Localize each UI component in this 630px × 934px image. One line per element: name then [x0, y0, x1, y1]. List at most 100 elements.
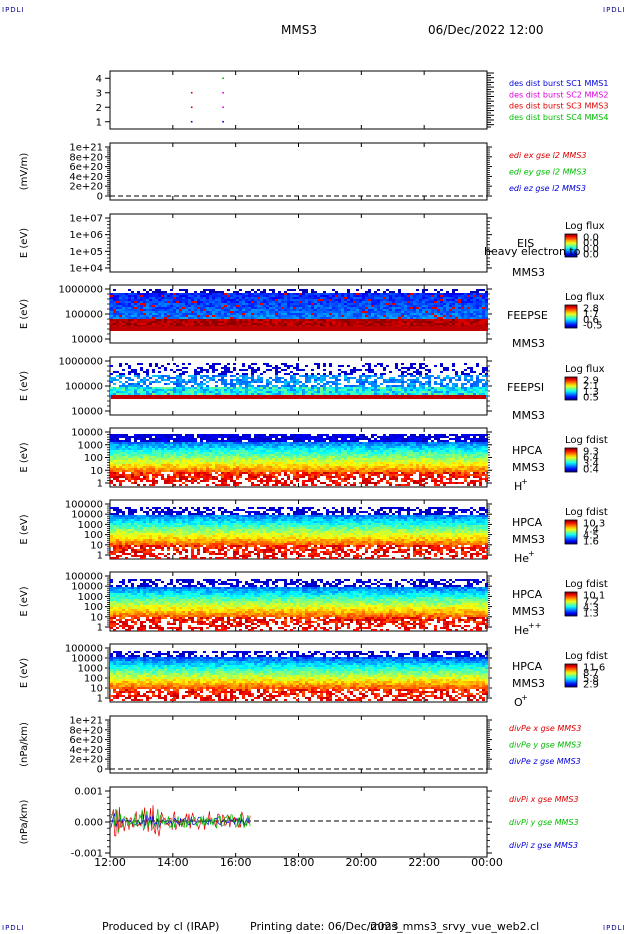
spectrogram-cell	[470, 371, 473, 373]
spectrogram-cell	[164, 389, 167, 391]
spectrogram-cell	[332, 301, 335, 303]
spectrogram-cell	[479, 301, 482, 303]
spectrogram-cell	[437, 442, 440, 444]
spectrogram-cell	[467, 323, 470, 325]
spectrogram-cell	[170, 369, 173, 371]
colorbar-tick-label: 2.1	[583, 381, 599, 392]
spectrogram-cell	[461, 307, 464, 309]
spectrogram-cell	[266, 315, 269, 317]
spectrogram-cell	[212, 307, 215, 309]
spectrogram-cell	[143, 389, 146, 391]
spectrogram-cell	[311, 391, 314, 393]
spectrogram-cell	[194, 446, 197, 448]
spectrogram-cell	[122, 391, 125, 393]
spectrogram-cell	[485, 311, 488, 313]
spectrogram-cell	[296, 309, 299, 311]
spectrogram-cell	[236, 303, 239, 305]
spectrogram-cell	[482, 313, 485, 315]
spectrogram-cell	[323, 385, 326, 387]
spectrogram-cell	[158, 438, 161, 440]
spectrogram-cell	[167, 301, 170, 303]
spectrogram-cell	[233, 369, 236, 371]
spectrogram-cell	[431, 442, 434, 444]
spectrogram-cell	[425, 315, 428, 317]
spectrogram-cell	[470, 301, 473, 303]
spectrogram-cell	[245, 373, 248, 375]
spectrogram-cell	[206, 317, 209, 319]
spectrogram-cell	[209, 438, 212, 440]
spectrogram-cell	[134, 385, 137, 387]
spectrogram-cell	[140, 311, 143, 313]
spectrogram-cell	[269, 440, 272, 442]
spectrogram-cell	[323, 387, 326, 389]
spectrogram-cell	[473, 393, 476, 395]
spectrogram-cell	[290, 446, 293, 448]
spectrogram-cell	[380, 363, 383, 365]
spectrogram-cell	[464, 379, 467, 381]
spectrogram-cell	[389, 311, 392, 313]
spectrogram-cell	[428, 442, 431, 444]
spectrogram-cell	[140, 319, 143, 321]
spectrogram-cell	[149, 383, 152, 385]
spectrogram-cell	[467, 389, 470, 391]
spectrogram-cell	[212, 309, 215, 311]
spectrogram-cell	[140, 309, 143, 311]
spectrogram-cell	[251, 311, 254, 313]
spectrogram-cell	[344, 377, 347, 379]
spectrogram-cell	[185, 319, 188, 321]
spectrogram-cell	[164, 293, 167, 295]
spectrogram-cell	[230, 297, 233, 299]
spectrogram-cell	[140, 305, 143, 307]
spectrogram-cell	[398, 309, 401, 311]
spectrogram-cell	[251, 369, 254, 371]
spectrogram-cell	[347, 289, 350, 291]
spectrogram-cell	[395, 301, 398, 303]
spectrogram-cell	[401, 311, 404, 313]
spectrogram-cell	[242, 389, 245, 391]
spectrogram-cell	[470, 375, 473, 377]
spectrogram-cell	[365, 444, 368, 446]
spectrogram-cell	[425, 393, 428, 395]
spectrogram-cell	[164, 442, 167, 444]
spectrogram-cell	[437, 301, 440, 303]
spectrogram-cell	[155, 319, 158, 321]
spectrogram-cell	[158, 301, 161, 303]
spectrogram-cell	[287, 373, 290, 375]
spectrogram-cell	[134, 305, 137, 307]
spectrogram-cell	[116, 293, 119, 295]
spectrogram-cell	[329, 446, 332, 448]
spectrogram-cell	[275, 377, 278, 379]
spectrogram-cell	[239, 301, 242, 303]
spectrogram-cell	[188, 387, 191, 389]
spectrogram-cell	[149, 319, 152, 321]
spectrogram-cell	[458, 391, 461, 393]
spectrogram-cell	[251, 309, 254, 311]
spectrogram-cell	[287, 385, 290, 387]
spectrogram-cell	[254, 446, 257, 448]
spectrogram-cell	[146, 434, 149, 436]
spectrogram-cell	[350, 301, 353, 303]
spectrogram-cell	[224, 434, 227, 436]
spectrogram-cell	[404, 297, 407, 299]
spectrogram-cell	[284, 438, 287, 440]
spectrogram-cell	[191, 299, 194, 301]
spectrogram-cell	[143, 383, 146, 385]
spectrogram-cell	[464, 389, 467, 391]
spectrogram-cell	[383, 389, 386, 391]
spectrogram-cell	[302, 444, 305, 446]
spectrogram-cell	[209, 321, 212, 323]
spectrogram-cell	[122, 309, 125, 311]
spectrogram-cell	[194, 391, 197, 393]
spectrogram-cell	[221, 440, 224, 442]
spectrogram-cell	[146, 379, 149, 381]
spectrogram-cell	[401, 436, 404, 438]
spectrogram-cell	[269, 444, 272, 446]
spectrogram-cell	[173, 442, 176, 444]
spectrogram-cell	[212, 369, 215, 371]
spectrogram-cell	[212, 377, 215, 379]
spectrogram-cell	[251, 391, 254, 393]
spectrogram-cell	[227, 387, 230, 389]
spectrogram-cell	[176, 307, 179, 309]
spectrogram-cell	[230, 446, 233, 448]
spectrogram-cell	[326, 321, 329, 323]
